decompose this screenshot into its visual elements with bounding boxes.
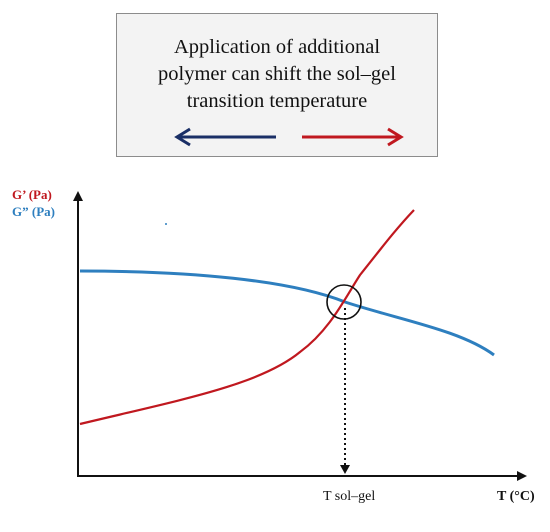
g-double-prime-curve [79,269,495,357]
right-arrow-icon [302,127,404,147]
y-axis-label-g-double-prime: G” (Pa) [12,204,55,219]
callout-line-1: Application of additional [173,36,381,58]
callout-line-2: polymer can shift the sol–gel [158,63,396,85]
stray-mark [165,223,167,225]
x-axis-label: T (°C) [497,489,535,504]
callout-box: Application of additional polymer can sh… [116,13,438,157]
callout-text: Application of additional polymer can sh… [117,34,437,115]
y-axis-label-g-prime: G’ (Pa) [12,187,52,202]
left-arrow-icon [174,127,276,147]
sol-gel-arrow-icon [340,465,350,474]
g-prime-curve [79,209,415,426]
callout-line-3: transition temperature [186,90,368,112]
sol-gel-temperature-label: T sol–gel [323,489,376,504]
